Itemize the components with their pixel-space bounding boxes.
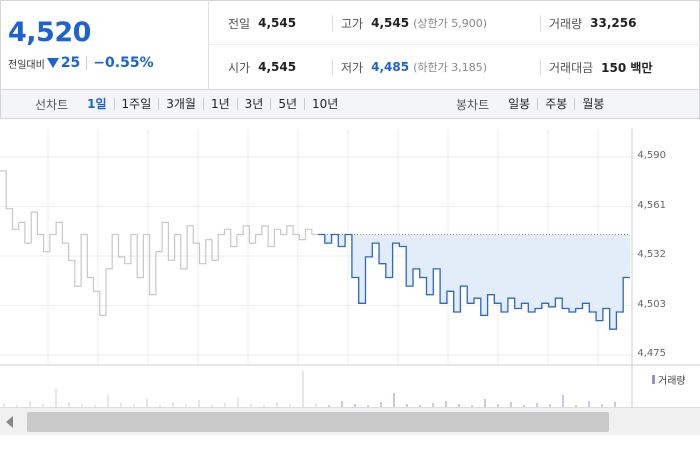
candle-chart-tabs: 봉차트 일봉 주봉 월봉 xyxy=(456,90,611,118)
stat-label: 거래량 xyxy=(549,16,583,31)
stat-high: 고가 4,545 (상한가 5,900) xyxy=(332,15,487,31)
stat-label: 전일 xyxy=(228,16,251,31)
down-arrow-icon xyxy=(46,58,59,68)
quote-summary: 4,520 전일대비 25 −0.55% 전일 4,545 고가 4,545 (… xyxy=(0,0,700,90)
tab-1w[interactable]: 1주일 xyxy=(115,98,160,110)
stat-label: 고가 xyxy=(341,16,364,31)
chart-scrollbar[interactable] xyxy=(0,407,700,435)
change-row: 전일대비 25 −0.55% xyxy=(8,55,154,71)
tab-10y[interactable]: 10년 xyxy=(312,97,339,111)
tab-1d[interactable]: 1일 xyxy=(80,98,115,110)
stat-volume: 거래량 33,256 xyxy=(540,15,636,31)
stat-open: 시가 4,545 xyxy=(228,45,296,89)
stats-row-1: 전일 4,545 고가 4,545 (상한가 5,900) 거래량 33,256 xyxy=(210,1,700,45)
stats-row-2: 시가 4,545 저가 4,485 (하한가 3,185) 거래대금 150 백… xyxy=(210,45,700,89)
stat-label: 거래대금 xyxy=(549,60,594,75)
scroll-thumb[interactable] xyxy=(27,412,609,432)
tab-3m[interactable]: 3개월 xyxy=(159,98,204,110)
stat-low: 저가 4,485 (하한가 3,185) xyxy=(332,59,487,75)
tab-daily[interactable]: 일봉 xyxy=(501,98,539,110)
y-tick-label: 4,561 xyxy=(637,199,666,211)
change-amount: 25 xyxy=(60,55,81,71)
stat-value: 4,545 xyxy=(258,16,297,30)
stat-amount: 거래대금 150 백만 xyxy=(540,59,652,75)
line-chart-tabs: 선차트 1일 1주일 3개월 1년 3년 5년 10년 xyxy=(35,90,345,118)
price-chart-svg xyxy=(0,129,700,407)
lower-limit: (하한가 3,185) xyxy=(413,61,488,74)
line-chart-label: 선차트 xyxy=(35,97,69,112)
upper-limit-value: 5,900 xyxy=(451,17,483,30)
lower-limit-value: 3,185 xyxy=(451,61,483,74)
divider xyxy=(86,56,88,70)
stat-value: 150 백만 xyxy=(601,60,653,75)
tab-3y[interactable]: 3년 xyxy=(238,98,272,110)
stats-table: 전일 4,545 고가 4,545 (상한가 5,900) 거래량 33,256… xyxy=(210,1,700,89)
lower-limit-label: 하한가 xyxy=(417,61,448,74)
change-percent: −0.55% xyxy=(93,55,154,71)
stat-value: 33,256 xyxy=(590,16,637,30)
today-fill-area xyxy=(318,234,630,330)
previous-day-line xyxy=(0,170,318,316)
y-tick-label: 4,475 xyxy=(637,348,666,359)
tab-5y[interactable]: 5년 xyxy=(271,98,306,110)
change-label: 전일대비 xyxy=(8,59,45,71)
upper-limit-label: 상한가 xyxy=(417,17,448,30)
stat-value: 4,485 xyxy=(371,60,410,74)
candle-chart-label: 봉차트 xyxy=(456,97,490,112)
scroll-left-arrow-icon[interactable] xyxy=(6,416,13,428)
chart-tabs-bar: 선차트 1일 1주일 3개월 1년 3년 5년 10년 봉차트 일봉 주봉 월봉 xyxy=(0,89,700,119)
stat-value: 4,545 xyxy=(258,60,297,74)
current-price: 4,520 xyxy=(8,17,91,48)
price-box: 4,520 전일대비 25 −0.55% xyxy=(1,1,209,89)
tab-1y[interactable]: 1년 xyxy=(204,98,238,110)
today-price-line xyxy=(318,233,630,330)
volume-legend-swatch xyxy=(652,375,655,384)
y-tick-label: 4,503 xyxy=(637,298,666,310)
y-tick-label: 4,532 xyxy=(637,249,666,260)
volume-legend: 거래량 xyxy=(652,372,686,387)
y-tick-label: 4,590 xyxy=(637,150,666,161)
volume-legend-label: 거래량 xyxy=(658,376,686,387)
stat-label: 시가 xyxy=(228,60,251,75)
tab-weekly[interactable]: 주봉 xyxy=(538,98,576,110)
stat-prev-close: 전일 4,545 xyxy=(228,1,296,45)
tab-monthly[interactable]: 월봉 xyxy=(582,97,605,111)
price-chart: 4,590 4,561 4,532 4,503 4,475 거래량 xyxy=(0,119,700,450)
stat-label: 저가 xyxy=(341,60,364,75)
upper-limit: (상한가 5,900) xyxy=(413,17,488,30)
stat-value: 4,545 xyxy=(371,16,410,30)
